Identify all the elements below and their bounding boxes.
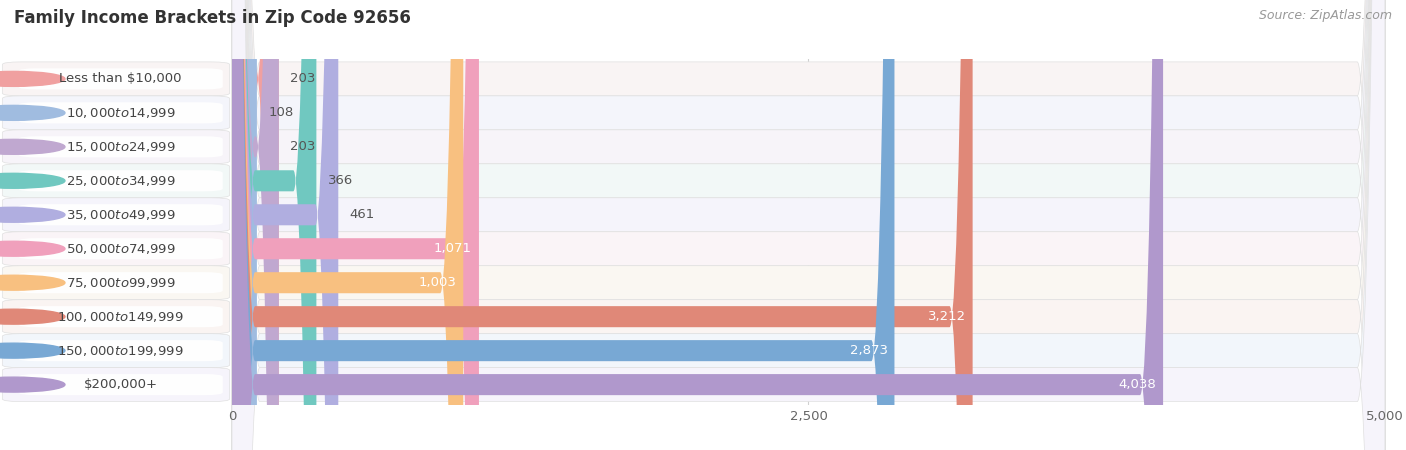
Text: Source: ZipAtlas.com: Source: ZipAtlas.com bbox=[1258, 9, 1392, 22]
FancyBboxPatch shape bbox=[18, 374, 222, 395]
FancyBboxPatch shape bbox=[3, 198, 229, 232]
FancyBboxPatch shape bbox=[3, 368, 229, 401]
FancyBboxPatch shape bbox=[232, 0, 1385, 450]
FancyBboxPatch shape bbox=[18, 306, 222, 327]
FancyBboxPatch shape bbox=[232, 0, 1385, 450]
Text: 3,212: 3,212 bbox=[928, 310, 966, 323]
Text: $50,000 to $74,999: $50,000 to $74,999 bbox=[66, 242, 176, 256]
Circle shape bbox=[0, 72, 65, 86]
FancyBboxPatch shape bbox=[18, 136, 222, 158]
Text: Less than $10,000: Less than $10,000 bbox=[59, 72, 181, 86]
FancyBboxPatch shape bbox=[18, 340, 222, 361]
Text: $200,000+: $200,000+ bbox=[83, 378, 157, 391]
Circle shape bbox=[0, 105, 65, 120]
Text: $150,000 to $199,999: $150,000 to $199,999 bbox=[58, 344, 184, 358]
FancyBboxPatch shape bbox=[3, 130, 229, 164]
Text: 461: 461 bbox=[350, 208, 375, 221]
Text: 2,873: 2,873 bbox=[849, 344, 887, 357]
FancyBboxPatch shape bbox=[3, 333, 229, 368]
FancyBboxPatch shape bbox=[232, 0, 1385, 450]
FancyBboxPatch shape bbox=[232, 0, 1385, 450]
Text: 366: 366 bbox=[328, 174, 353, 187]
FancyBboxPatch shape bbox=[232, 0, 1163, 450]
FancyBboxPatch shape bbox=[232, 0, 1385, 450]
FancyBboxPatch shape bbox=[3, 266, 229, 300]
FancyBboxPatch shape bbox=[18, 272, 222, 293]
FancyBboxPatch shape bbox=[3, 232, 229, 266]
FancyBboxPatch shape bbox=[18, 68, 222, 90]
FancyBboxPatch shape bbox=[3, 164, 229, 198]
FancyBboxPatch shape bbox=[232, 0, 278, 450]
FancyBboxPatch shape bbox=[18, 238, 222, 259]
Text: $75,000 to $99,999: $75,000 to $99,999 bbox=[66, 276, 176, 290]
Circle shape bbox=[0, 140, 65, 154]
Text: Family Income Brackets in Zip Code 92656: Family Income Brackets in Zip Code 92656 bbox=[14, 9, 411, 27]
Circle shape bbox=[0, 173, 65, 188]
FancyBboxPatch shape bbox=[232, 0, 1385, 450]
Text: 203: 203 bbox=[290, 140, 316, 153]
FancyBboxPatch shape bbox=[3, 62, 229, 96]
FancyBboxPatch shape bbox=[232, 0, 1385, 450]
FancyBboxPatch shape bbox=[232, 0, 894, 450]
FancyBboxPatch shape bbox=[232, 0, 1385, 450]
FancyBboxPatch shape bbox=[232, 0, 316, 450]
FancyBboxPatch shape bbox=[18, 102, 222, 123]
Text: 108: 108 bbox=[269, 106, 294, 119]
Text: $25,000 to $34,999: $25,000 to $34,999 bbox=[66, 174, 176, 188]
FancyBboxPatch shape bbox=[232, 0, 1385, 450]
FancyBboxPatch shape bbox=[18, 170, 222, 191]
Circle shape bbox=[0, 309, 65, 324]
Text: 1,071: 1,071 bbox=[434, 242, 472, 255]
Text: $100,000 to $149,999: $100,000 to $149,999 bbox=[58, 310, 184, 324]
FancyBboxPatch shape bbox=[3, 300, 229, 333]
FancyBboxPatch shape bbox=[3, 96, 229, 130]
Circle shape bbox=[0, 377, 65, 392]
Circle shape bbox=[0, 343, 65, 358]
Text: 1,003: 1,003 bbox=[419, 276, 457, 289]
FancyBboxPatch shape bbox=[232, 0, 339, 450]
Circle shape bbox=[0, 241, 65, 256]
FancyBboxPatch shape bbox=[232, 0, 479, 450]
FancyBboxPatch shape bbox=[18, 204, 222, 225]
Text: $15,000 to $24,999: $15,000 to $24,999 bbox=[66, 140, 176, 154]
Text: $35,000 to $49,999: $35,000 to $49,999 bbox=[66, 208, 176, 222]
FancyBboxPatch shape bbox=[232, 0, 463, 450]
Circle shape bbox=[0, 207, 65, 222]
FancyBboxPatch shape bbox=[232, 0, 278, 450]
Text: 4,038: 4,038 bbox=[1118, 378, 1156, 391]
FancyBboxPatch shape bbox=[232, 0, 973, 450]
Circle shape bbox=[0, 275, 65, 290]
FancyBboxPatch shape bbox=[232, 0, 257, 450]
FancyBboxPatch shape bbox=[232, 0, 1385, 450]
Text: 203: 203 bbox=[290, 72, 316, 86]
Text: $10,000 to $14,999: $10,000 to $14,999 bbox=[66, 106, 176, 120]
